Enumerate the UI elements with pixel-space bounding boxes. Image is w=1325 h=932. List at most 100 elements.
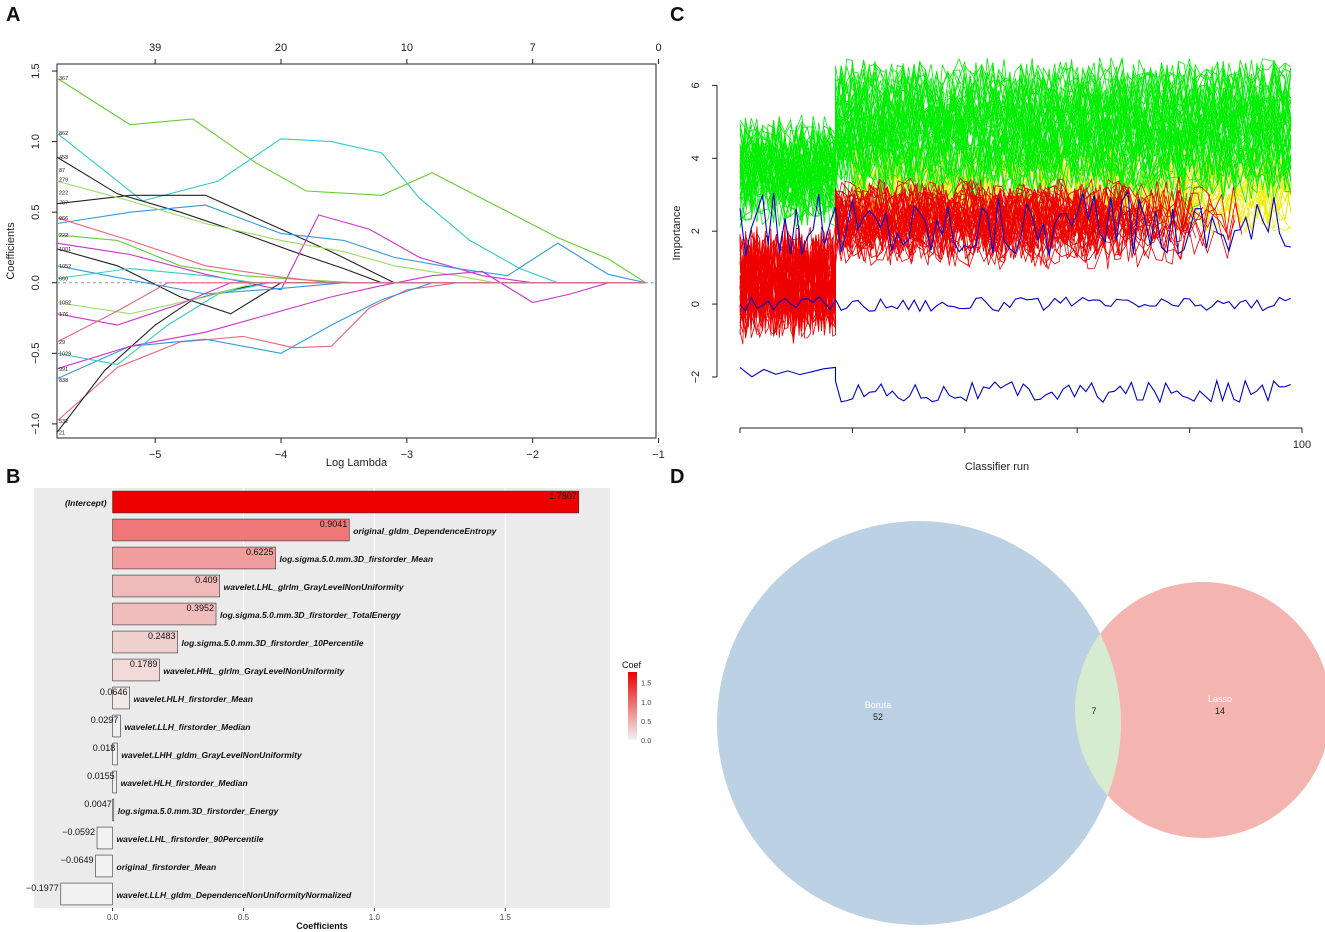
venn-circle-lasso <box>1075 582 1325 838</box>
bar-category-label: log.sigma.5.0.mm.3D_firstorder_10Percent… <box>182 638 364 648</box>
shadow-line-1 <box>739 296 1292 313</box>
coef-bar-1 <box>112 518 350 542</box>
path-index-label: 87 <box>59 168 65 174</box>
x-axis-title: Log Lambda <box>326 457 388 469</box>
bar-category-label: (Intercept) <box>65 498 107 508</box>
panel-b-label: B <box>6 466 21 488</box>
path-index-label: 966 <box>59 216 68 222</box>
confirmed-line-36 <box>739 62 1292 199</box>
coef-path-1 <box>56 132 646 284</box>
x-axis-title: Coefficients <box>296 921 348 931</box>
path-index-label: 1029 <box>59 351 71 357</box>
venn-label-lasso: Lasso <box>1208 694 1232 704</box>
path-index-label: 1052 <box>59 264 71 270</box>
x-tick-label: −1 <box>652 449 665 461</box>
y-tick-label: 0.5 <box>30 205 42 220</box>
path-index-label: 1052 <box>59 301 71 307</box>
coef-path-16 <box>56 282 646 315</box>
path-index-label: 838 <box>59 378 68 384</box>
lasso-path-chart: −5 −4 −3 −2 −1 39 20 10 7 0 −1.0 −0.5 0.0 0.5 1.0 1.5 36… <box>5 42 665 469</box>
venn-diagram: Boruta 52 7 Lasso 14 <box>717 521 1325 925</box>
coef-path-2 <box>56 156 646 284</box>
top-tick-label: 0 <box>655 42 661 54</box>
bar-value-label: 0.018 <box>93 743 116 753</box>
bar-value-label: 0.2483 <box>148 631 176 641</box>
bar-category-label: wavelet.HLH_firstorder_Median <box>121 778 248 788</box>
coefficient-bar-chart: 1.7807 (Intercept) 0.9041 original_gldm_Dep… <box>26 488 651 931</box>
y-tick-label: −2 <box>690 371 702 384</box>
legend-tick-label: 0.0 <box>641 736 651 745</box>
confirmed-line-7 <box>739 137 1292 227</box>
y-tick-label: 1.5 <box>30 63 42 78</box>
bar-value-label: 0.6225 <box>246 547 274 557</box>
bar-value-label: −0.0592 <box>62 827 95 837</box>
bar-category-label: original_gldm_DependenceEntropy <box>353 526 497 536</box>
coef-bar-7 <box>112 686 130 710</box>
bar-category-label: log.sigma.5.0.mm.3D_firstorder_Mean <box>280 554 434 564</box>
path-index-label: 279 <box>59 178 68 184</box>
plot-frame <box>56 63 657 439</box>
bar-value-label: 0.9041 <box>320 519 348 529</box>
shadow-line-2 <box>739 366 1291 404</box>
rejected-line-36 <box>739 197 1106 335</box>
legend-colorbar <box>628 672 637 740</box>
shadow-line-0 <box>739 190 1291 257</box>
coef-bar-5 <box>112 630 178 654</box>
rejected-line-37 <box>739 200 1136 335</box>
confirmed-line-48 <box>739 64 1292 188</box>
path-index-label: 21 <box>59 430 65 436</box>
x-tick-label: −2 <box>526 449 539 461</box>
x-tick-label: −4 <box>275 449 288 461</box>
legend-tick-label: 1.5 <box>641 679 651 688</box>
rejected-line-38 <box>739 178 1163 333</box>
x-tick-label: 1.5 <box>500 913 512 922</box>
coef-bar-12 <box>96 826 113 850</box>
confirmed-line-38 <box>739 103 1292 190</box>
y-axis-title: Importance <box>671 205 683 260</box>
x-tick-label: −5 <box>149 449 162 461</box>
venn-count-boruta: 52 <box>873 712 883 722</box>
coef-bar-4 <box>112 602 217 626</box>
path-index-label: 222 <box>59 233 68 239</box>
path-index-label: 991 <box>59 367 68 373</box>
coef-path-6 <box>56 180 646 284</box>
y-tick-label: −0.5 <box>30 342 42 364</box>
confirmed-line-44 <box>739 59 1292 211</box>
coef-path-17 <box>56 282 646 326</box>
coef-path-19 <box>56 282 646 343</box>
coef-bar-13 <box>95 854 113 878</box>
venn-count-intersection: 7 <box>1091 706 1096 716</box>
venn-label-boruta: Boruta <box>865 700 892 710</box>
coef-bar-3 <box>112 574 220 598</box>
path-index-label: 458 <box>59 155 68 161</box>
coef-path-5 <box>56 204 647 284</box>
y-tick-label: 0.0 <box>30 275 42 290</box>
coef-bar-11 <box>112 798 115 822</box>
bar-value-label: 1.7807 <box>549 491 577 501</box>
x-tick-label: 1.0 <box>369 913 381 922</box>
bar-category-label: original_firstorder_Mean <box>117 862 217 872</box>
bar-value-label: −0.1977 <box>26 883 59 893</box>
y-tick-label: −1.0 <box>30 413 42 435</box>
coef-bar-2 <box>112 546 276 570</box>
bar-category-label: log.sigma.5.0.mm.3D_firstorder_Energy <box>118 806 280 816</box>
x-tick-label: 0.5 <box>238 913 250 922</box>
x-tick-label: 0.0 <box>107 913 119 922</box>
legend-title: Coef <box>622 660 642 670</box>
bar-value-label: 0.0047 <box>84 799 112 809</box>
x-axis-title: Classifier run <box>965 461 1029 473</box>
bar-category-label: wavelet.HLH_firstorder_Mean <box>133 694 253 704</box>
coef-path-0 <box>56 77 647 284</box>
confirmed-line-37 <box>739 128 1292 210</box>
bar-category-label: wavelet.LHL_firstorder_90Percentile <box>117 834 264 844</box>
legend-tick-label: 1.0 <box>641 698 651 707</box>
confirmed-line-30 <box>739 60 1292 225</box>
path-index-label: 29 <box>59 340 65 346</box>
y-tick-label: 4 <box>690 155 702 161</box>
top-tick-label: 10 <box>401 42 413 54</box>
path-index-label: 660 <box>59 277 68 283</box>
coef-path-7 <box>56 282 646 422</box>
x-tick-label: −3 <box>401 449 414 461</box>
coef-bar-10 <box>112 770 117 794</box>
venn-circle-boruta <box>717 521 1121 925</box>
